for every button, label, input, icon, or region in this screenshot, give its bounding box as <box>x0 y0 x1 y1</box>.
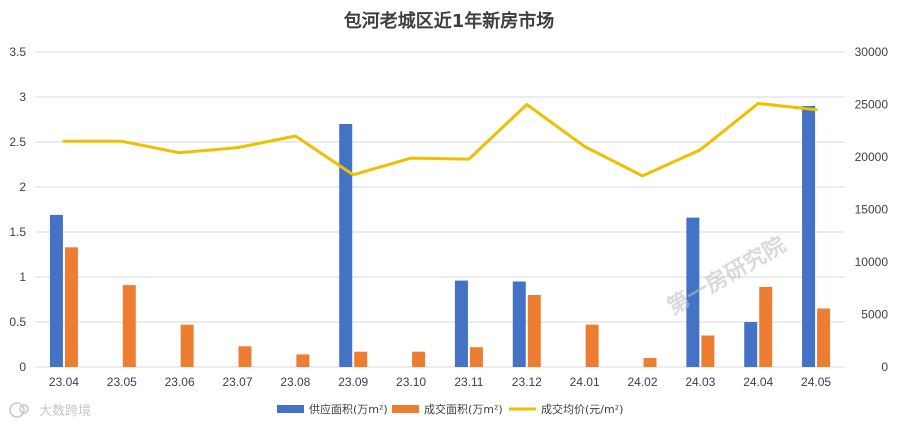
deal-area-bar <box>412 351 426 367</box>
logo-icon <box>9 402 29 418</box>
deal-area-bar <box>180 324 194 367</box>
x-tick-label: 24.05 <box>801 375 831 389</box>
y-right-tick-label: 15000 <box>855 203 889 217</box>
logo-text: 大数跨境 <box>39 404 91 419</box>
deal-area-bar <box>296 354 310 367</box>
y-left-tick-label: 3 <box>19 90 26 104</box>
supply-area-bar <box>454 280 468 367</box>
price-line-layer <box>62 101 818 178</box>
logo: 大数跨境 <box>9 402 91 419</box>
y-right-tick-label: 10000 <box>855 255 889 269</box>
y-left-axis: 0 0.5 1 1.5 2 2.5 3 3.5 <box>9 45 26 374</box>
y-left-tick-label: 2.5 <box>9 135 26 149</box>
x-tick-label: 23.06 <box>165 375 195 389</box>
y-right-tick-label: 25000 <box>855 98 889 112</box>
y-left-tick-label: 0 <box>19 360 26 374</box>
x-tick-label: 24.03 <box>685 375 715 389</box>
avg-price-line <box>62 101 818 178</box>
supply-area-bar <box>49 214 63 367</box>
y-left-tick-label: 0.5 <box>9 315 26 329</box>
deal-area-bar <box>643 358 657 367</box>
y-left-tick-label: 1 <box>19 270 26 284</box>
y-right-tick-label: 0 <box>881 360 888 374</box>
x-tick-label: 23.07 <box>222 375 252 389</box>
x-tick-label: 24.01 <box>570 375 600 389</box>
legend-label: 供应面积(万m²) <box>309 402 388 416</box>
y-right-tick-label: 30000 <box>855 45 889 59</box>
deal-area-bar <box>469 347 483 367</box>
y-left-tick-label: 2 <box>19 180 26 194</box>
y-left-tick-label: 1.5 <box>9 225 26 239</box>
x-tick-label: 24.04 <box>743 375 773 389</box>
deal-area-bar <box>701 335 715 367</box>
supply-area-bar <box>686 217 700 367</box>
deal-area-bar <box>585 324 599 367</box>
supply-area-bar <box>744 322 758 367</box>
legend: 供应面积(万m²) 成交面积(万m²) 成交均价(元/m²) <box>277 402 623 416</box>
x-tick-label: 23.11 <box>454 375 483 389</box>
x-tick-label: 24.02 <box>627 375 657 389</box>
y-right-tick-label: 20000 <box>855 150 889 164</box>
y-right-axis: 0 5000 10000 15000 20000 25000 30000 <box>855 45 889 374</box>
x-tick-label: 23.12 <box>512 375 542 389</box>
legend-label: 成交均价(元/m²) <box>541 402 623 416</box>
deal-area-bar <box>122 285 136 367</box>
bars <box>49 106 831 367</box>
supply-area-bar <box>339 124 353 367</box>
deal-area-bar <box>238 346 252 367</box>
chart-title: 包河老城区近1年新房市场 <box>344 10 555 32</box>
deal-area-bar <box>759 286 773 367</box>
deal-area-bar <box>527 295 541 367</box>
x-tick-label: 23.09 <box>338 375 368 389</box>
deal-area-bar <box>64 247 78 367</box>
y-right-tick-label: 5000 <box>861 308 888 322</box>
supply-area-bar <box>802 106 816 367</box>
deal-area-bar <box>817 308 831 367</box>
x-tick-label: 23.08 <box>280 375 310 389</box>
x-tick-label: 23.05 <box>107 375 137 389</box>
y-left-tick-label: 3.5 <box>9 45 26 59</box>
legend-swatch <box>277 405 304 413</box>
x-tick-label: 23.04 <box>49 375 79 389</box>
legend-swatch <box>392 405 419 413</box>
x-tick-label: 23.10 <box>396 375 426 389</box>
grid <box>35 51 845 368</box>
supply-area-bar <box>512 281 526 367</box>
deal-area-bar <box>354 351 368 367</box>
x-axis: 23.04 23.05 23.06 23.07 23.08 23.09 23.10 23.11… <box>49 375 831 389</box>
legend-label: 成交面积(万m²) <box>424 402 503 416</box>
